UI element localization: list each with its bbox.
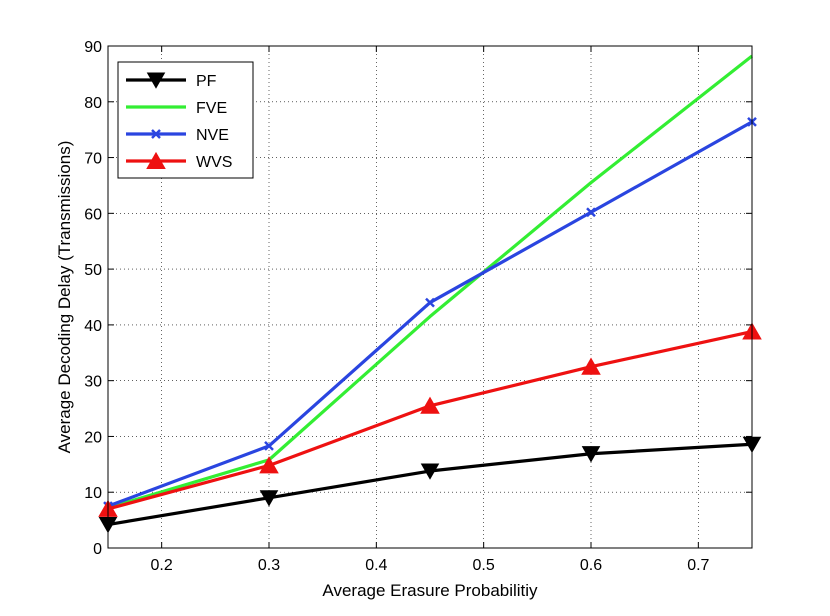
x-tick-label: 0.6 xyxy=(580,557,602,574)
y-tick-label: 10 xyxy=(84,485,102,502)
x-tick-label: 0.3 xyxy=(258,557,280,574)
y-tick-label: 90 xyxy=(84,39,102,56)
y-tick-label: 30 xyxy=(84,374,102,391)
data-point-pf xyxy=(420,463,440,480)
y-tick-label: 50 xyxy=(84,262,102,279)
legend-item-pf: PF xyxy=(126,72,217,90)
tick-labels: 0.2 0.3 0.4 0.5 0.6 0.7 0 10 20 30 40 50 60 70 80 90 xyxy=(84,39,709,574)
legend-marker xyxy=(151,129,161,139)
series-line-wvs xyxy=(107,330,753,511)
x-tick-label: 0.4 xyxy=(365,557,387,574)
legend-label: FVE xyxy=(196,100,227,117)
legend-item-nve: NVE xyxy=(126,127,229,144)
data-point-wvs xyxy=(259,456,279,474)
legend-item-fve: FVE xyxy=(126,100,227,117)
y-axis-label: Average Decoding Delay (Transmissions) xyxy=(55,141,74,454)
data-point-pf xyxy=(259,490,279,507)
x-tick-label: 0.5 xyxy=(473,557,495,574)
legend-label: NVE xyxy=(196,127,229,144)
data-point-wvs xyxy=(420,396,440,414)
legend-marker xyxy=(146,72,166,89)
plot-frame xyxy=(107,45,753,549)
legend-item-wvs: WVS xyxy=(126,151,232,171)
data-point-nve xyxy=(264,441,274,451)
y-tick-label: 80 xyxy=(84,95,102,112)
data-point-pf xyxy=(581,446,601,463)
series-lines xyxy=(98,54,762,534)
y-tick-label: 70 xyxy=(84,151,102,168)
x-axis-label: Average Erasure Probabilitiy xyxy=(322,581,538,600)
y-tick-label: 60 xyxy=(84,206,102,223)
y-tick-label: 0 xyxy=(93,541,102,558)
legend-label: PF xyxy=(196,73,217,90)
data-point-wvs xyxy=(581,357,601,375)
x-tick-label: 0.2 xyxy=(151,557,173,574)
legend-marker xyxy=(146,151,166,169)
data-point-nve xyxy=(586,207,596,218)
x-tick-label: 0.7 xyxy=(687,557,709,574)
y-tick-label: 40 xyxy=(84,318,102,335)
axes xyxy=(107,45,753,549)
series-line-fve xyxy=(107,54,753,510)
data-point-nve xyxy=(425,297,435,308)
legend-label: WVS xyxy=(196,154,232,171)
y-tick-label: 20 xyxy=(84,429,102,446)
legend: PF FVE NVE WVS xyxy=(117,61,254,179)
